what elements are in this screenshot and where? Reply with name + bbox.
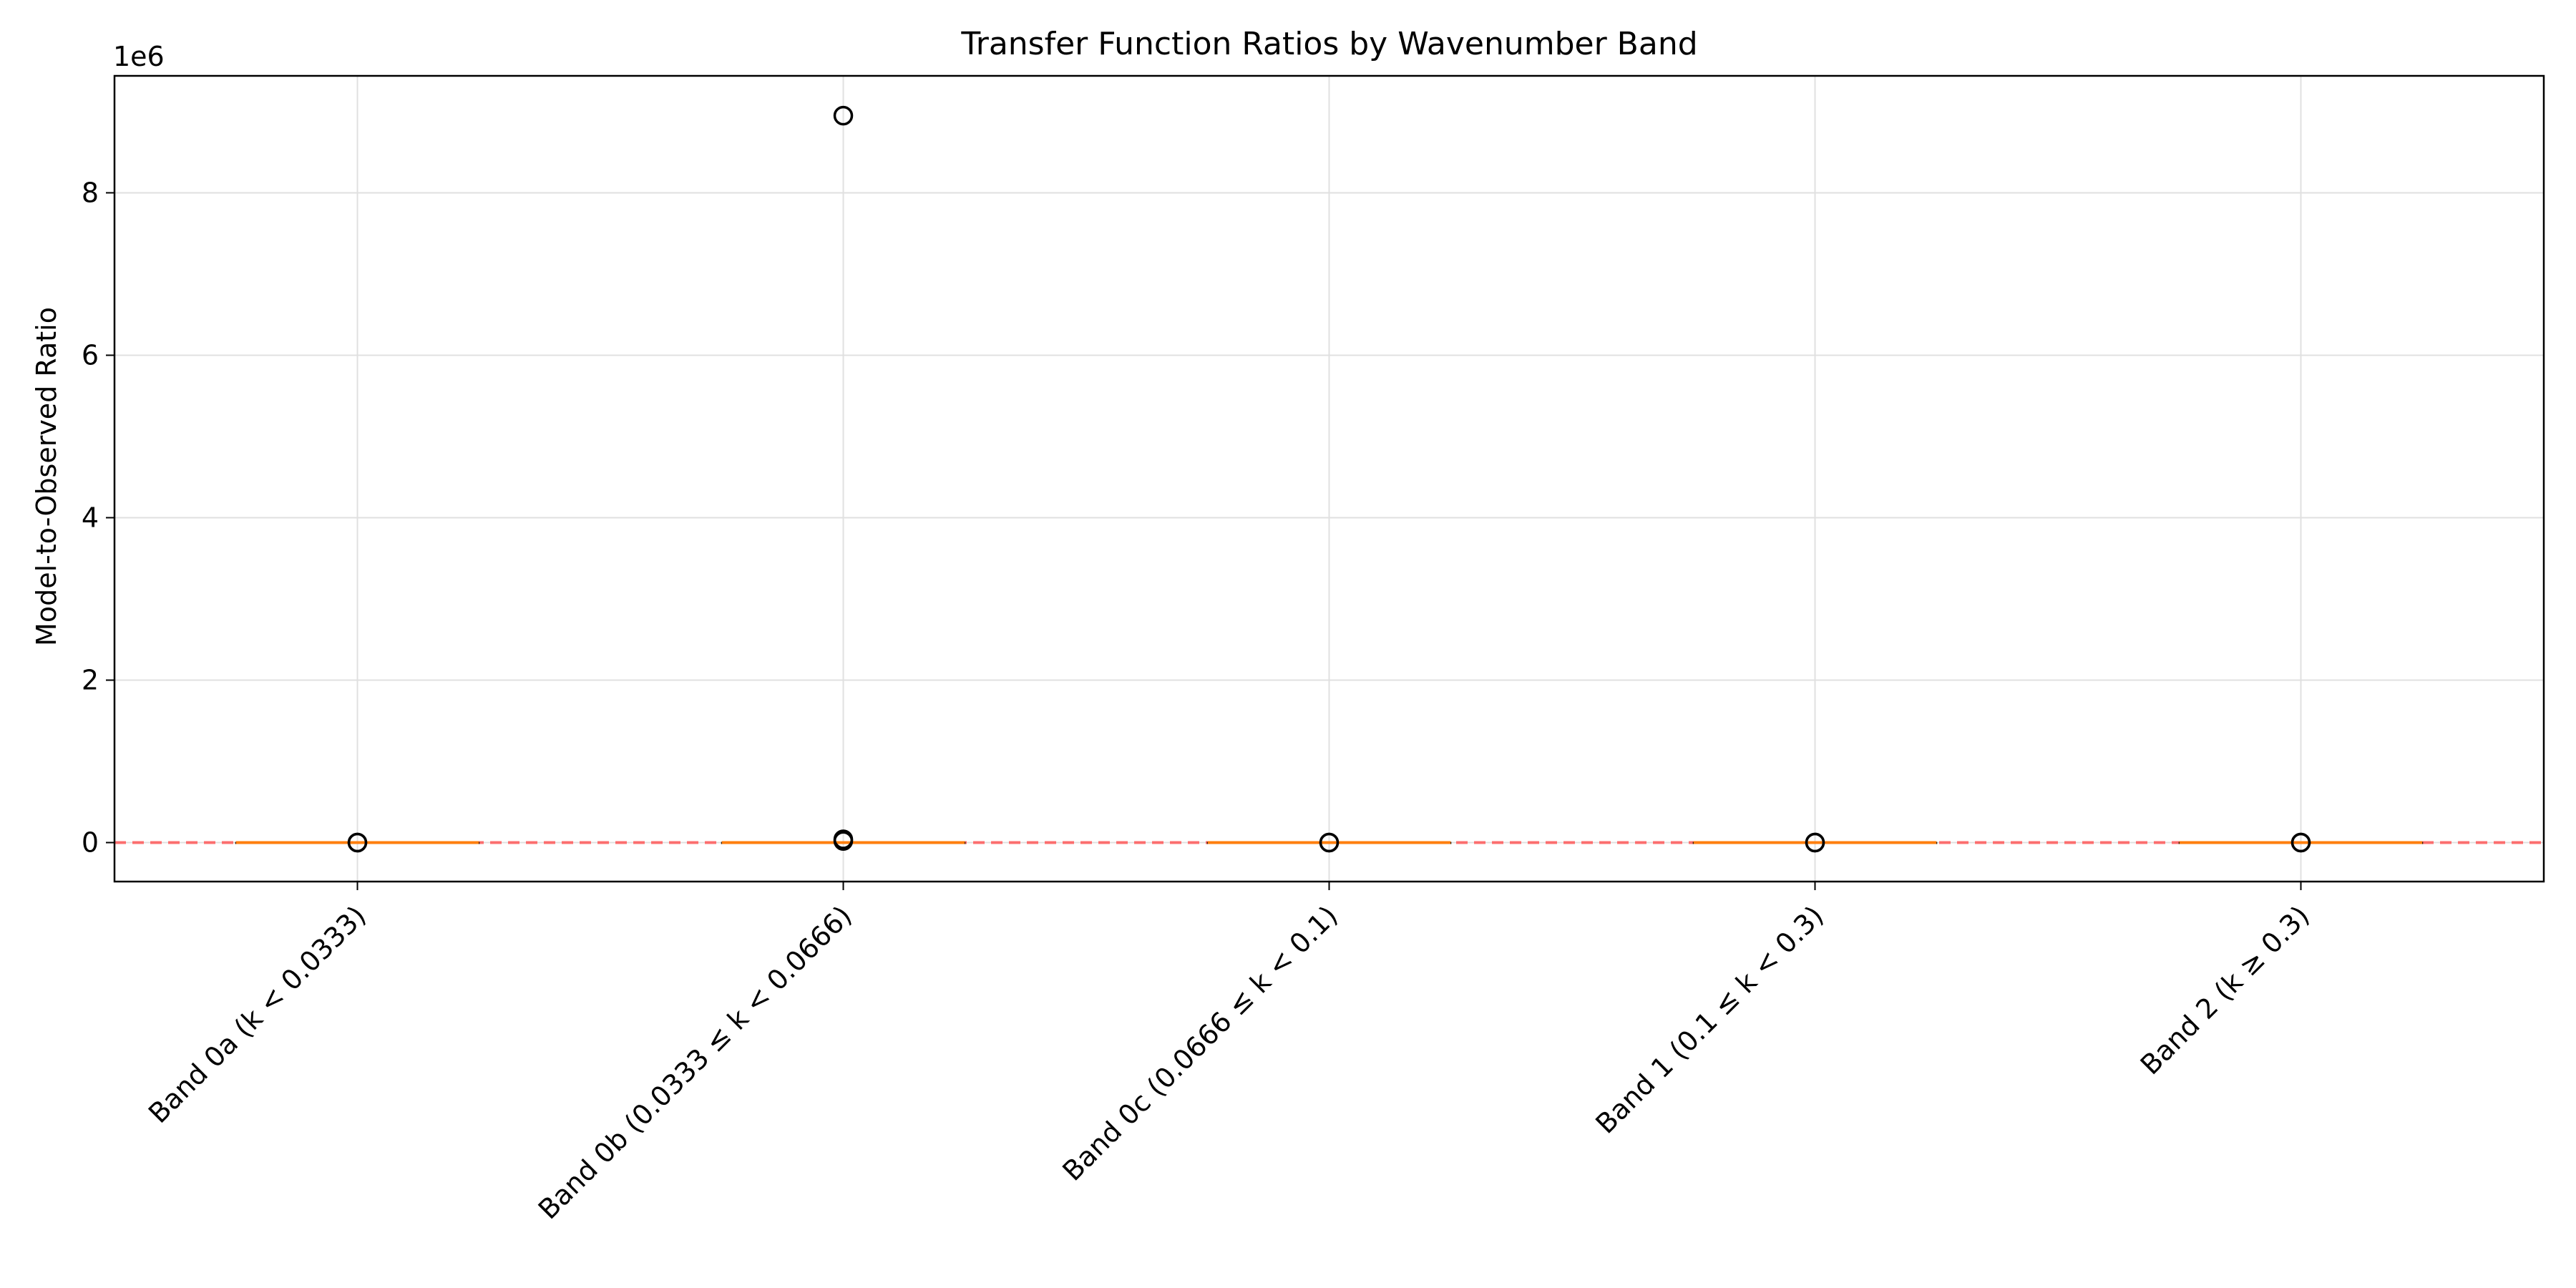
x-tick-label: Band 1 (0.1 ≤ k < 0.3) — [1589, 899, 1829, 1139]
x-tick-label: Band 0b (0.0333 ≤ k < 0.0666) — [532, 899, 858, 1225]
x-tick-label: Band 2 (k ≥ 0.3) — [2135, 899, 2316, 1080]
outlier-point — [833, 105, 854, 126]
grid-layer — [114, 76, 2544, 882]
y-tick-label: 2 — [82, 665, 99, 696]
box-plot — [2178, 832, 2424, 853]
y-tick-label: 8 — [82, 177, 99, 208]
outlier-point — [1805, 832, 1825, 853]
x-tick-label: Band 0c (0.0666 ≤ k < 0.1) — [1056, 899, 1344, 1187]
outlier-point — [833, 829, 854, 849]
y-tick-label: 0 — [82, 827, 99, 859]
box-plot — [235, 832, 480, 853]
outlier-point — [1319, 832, 1340, 853]
box-plot — [721, 105, 966, 851]
y-tick-layer: 0 2 4 6 8 — [82, 177, 114, 859]
x-tick-label: Band 0a (k < 0.0333) — [142, 899, 372, 1129]
box-plot — [1692, 832, 1938, 853]
x-tick-layer: Band 0a (k < 0.0333) Band 0b (0.0333 ≤ k … — [142, 882, 2316, 1225]
box-plot — [1206, 832, 1452, 853]
y-tick-label: 6 — [82, 339, 99, 371]
outlier-point — [2290, 832, 2311, 853]
chart-title: Transfer Function Ratios by Wavenumber B… — [960, 26, 1697, 62]
y-axis-label: Model-to-Observed Ratio — [31, 307, 62, 646]
y-axis-offset-label: 1e6 — [113, 41, 165, 72]
y-tick-label: 4 — [82, 502, 99, 533]
outlier-point — [347, 832, 368, 853]
box-layer — [235, 105, 2424, 853]
